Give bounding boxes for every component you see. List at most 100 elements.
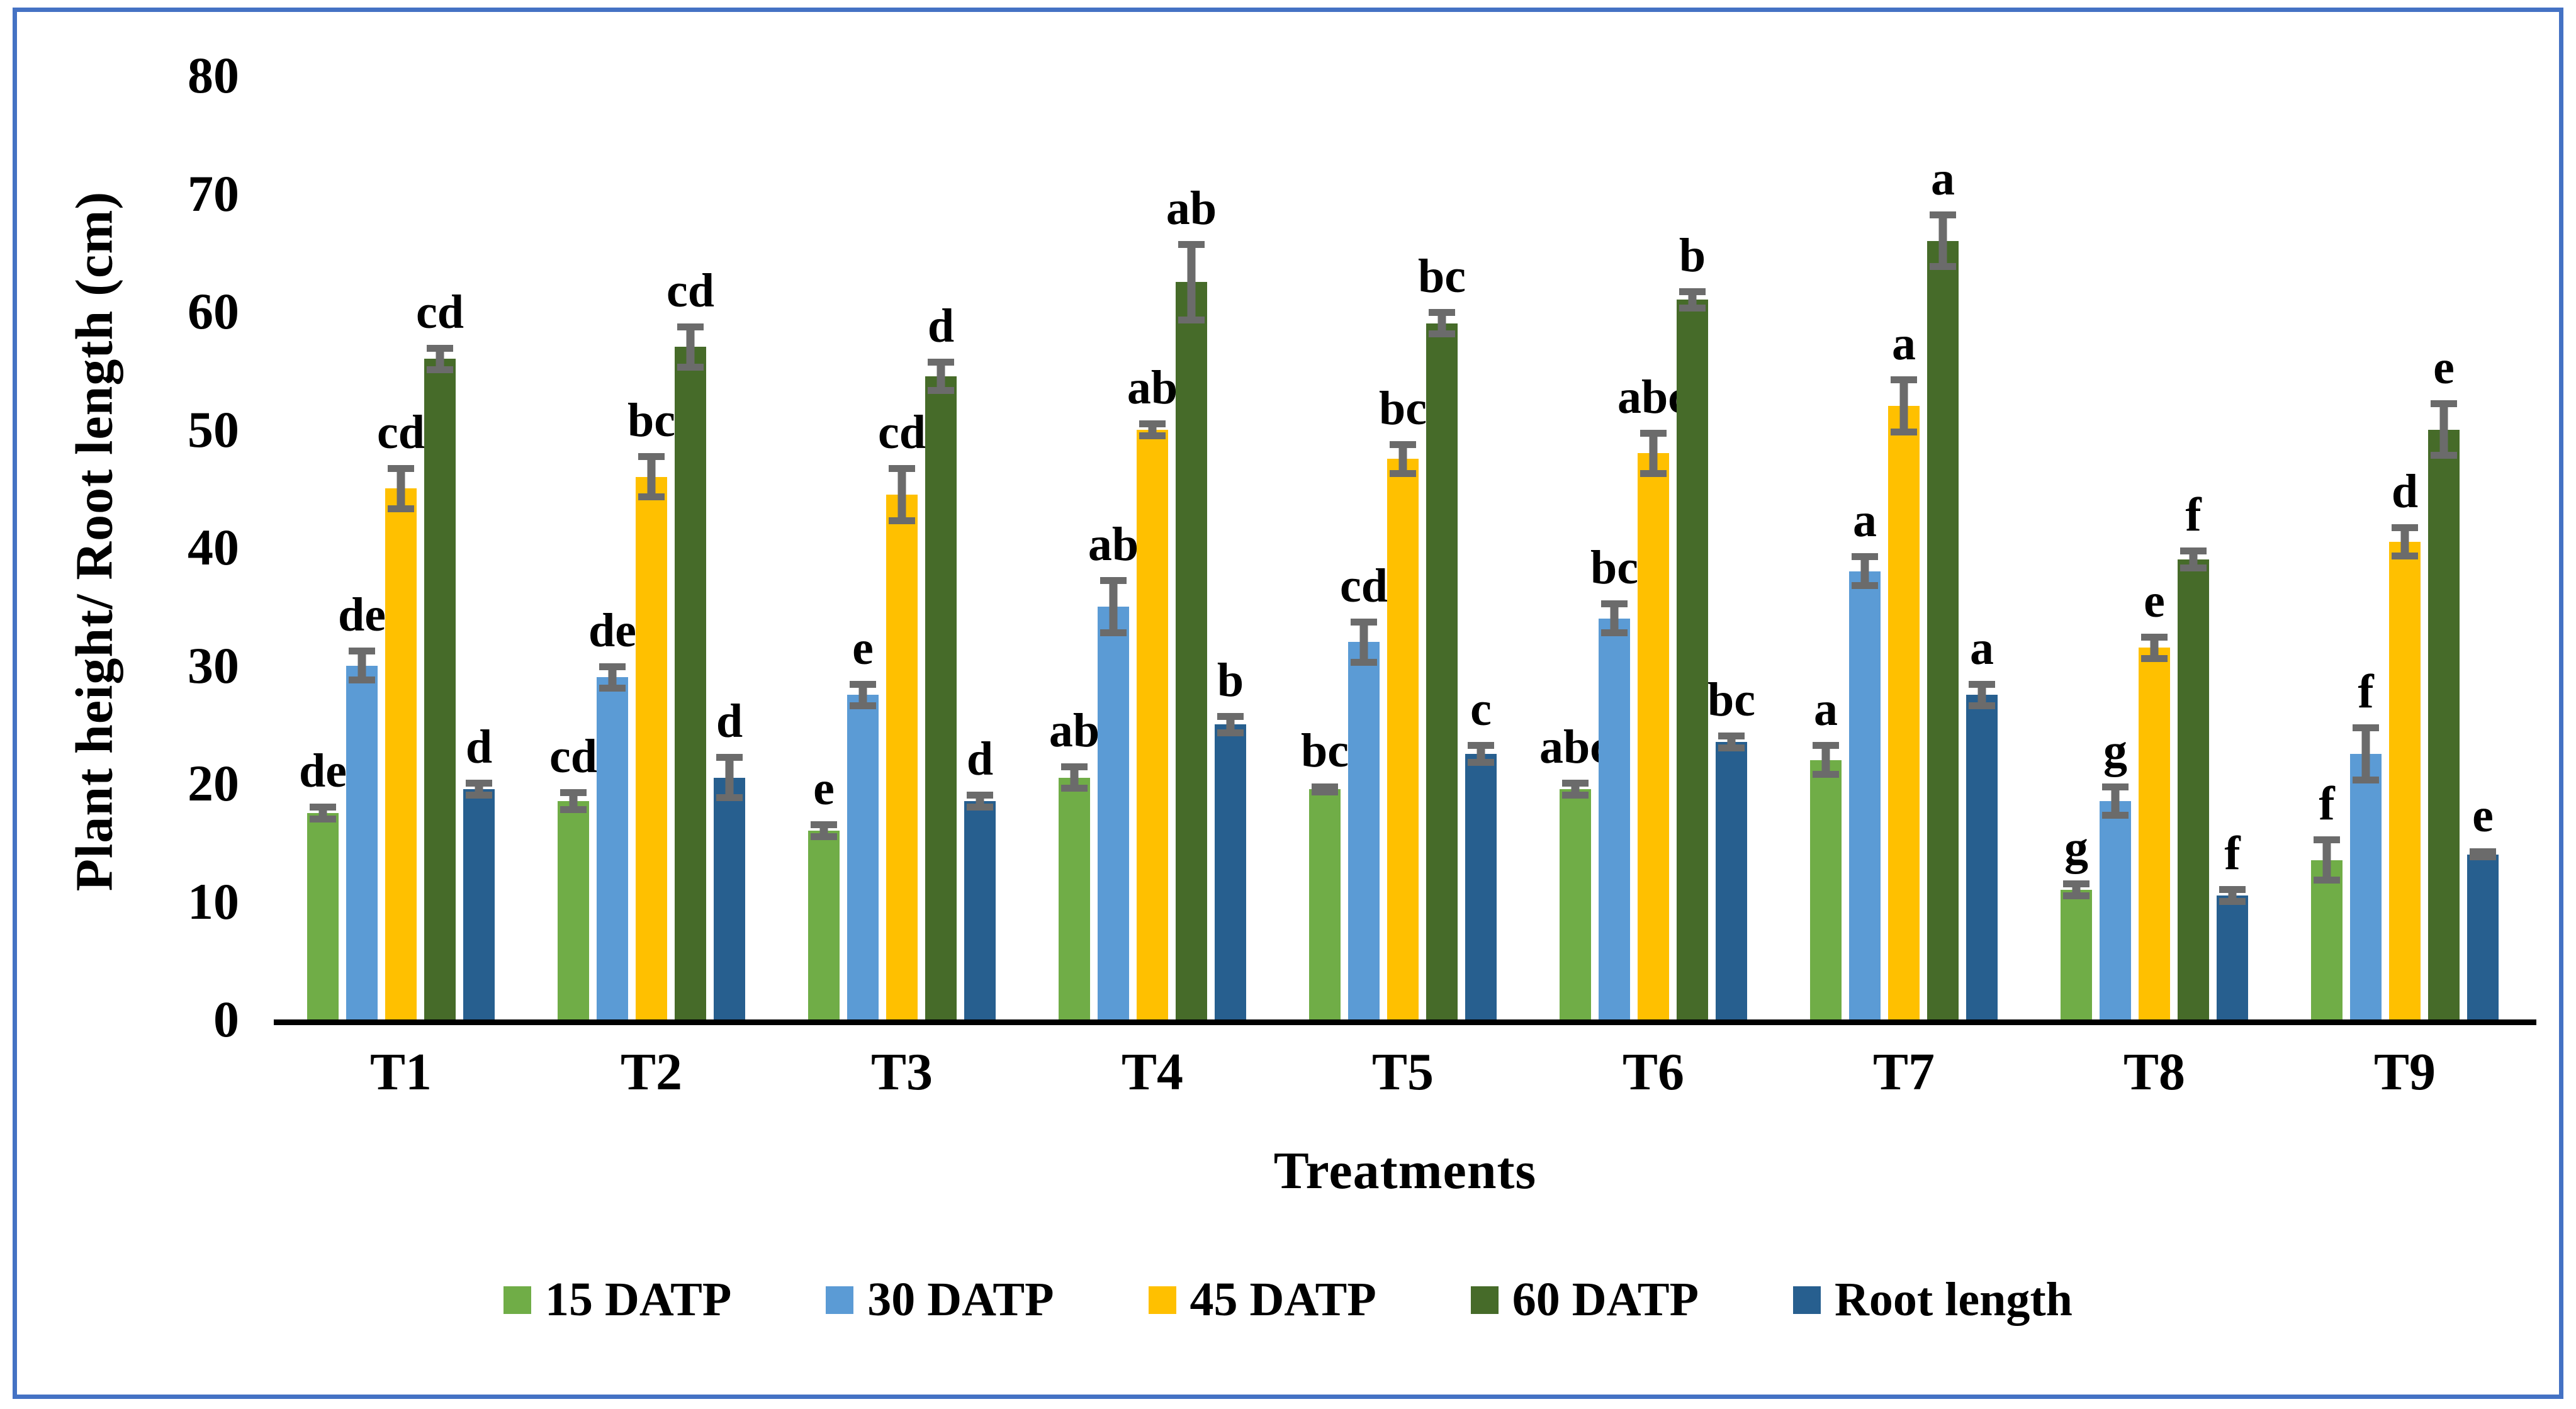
error-bar-cap	[2392, 552, 2418, 559]
error-bar	[1429, 309, 1455, 338]
error-bar-cap	[1562, 792, 1589, 799]
error-bar-cap	[1852, 553, 1878, 561]
bar-slot: bc	[1418, 76, 1466, 1019]
error-bar-cap	[716, 794, 743, 802]
error-bar-cap	[1312, 788, 1338, 795]
error-bar	[1852, 553, 1878, 589]
significance-letter: bc	[1418, 250, 1466, 303]
error-bar-stem	[1610, 600, 1619, 636]
bar	[847, 695, 879, 1019]
bar-slot: f	[2311, 76, 2343, 1019]
significance-letter: d	[2391, 464, 2419, 518]
significance-letter: bc	[1301, 724, 1349, 777]
error-bar	[1468, 742, 1494, 766]
legend-item: 15 DATP	[503, 1272, 731, 1327]
error-bar-cap	[2314, 877, 2340, 884]
significance-letter: cd	[377, 405, 425, 459]
error-bar	[677, 323, 704, 371]
error-bar	[2102, 783, 2129, 819]
error-bar-stem	[686, 323, 695, 371]
significance-letter: f	[2224, 827, 2241, 880]
bar-group: abc bc abc b bc	[1539, 76, 1755, 1019]
y-tick-label: 70	[188, 164, 239, 222]
significance-letter: e	[2472, 789, 2494, 843]
bar	[1176, 282, 1207, 1019]
bar-slot: b	[1215, 76, 1246, 1019]
error-bar-cap	[967, 804, 993, 811]
error-bar-stem	[2439, 400, 2448, 459]
bar	[808, 831, 840, 1019]
legend-label: 60 DATP	[1512, 1273, 1699, 1326]
legend-label: Root length	[1835, 1273, 2073, 1326]
bar	[1426, 323, 1458, 1019]
error-bar-cap	[850, 680, 876, 688]
bar-slot: a	[1966, 76, 1998, 1019]
y-tick-label: 0	[213, 991, 239, 1048]
error-bar-cap	[388, 505, 414, 512]
error-bar-cap	[1468, 758, 1494, 766]
error-bar-cap	[1969, 702, 1995, 709]
error-bar-cap	[638, 453, 665, 460]
bar-slot: d	[714, 76, 745, 1019]
bar	[886, 494, 918, 1019]
error-bar-cap	[1178, 240, 1205, 248]
error-bar-cap	[1468, 742, 1494, 749]
bar	[346, 665, 378, 1019]
bar	[1638, 453, 1669, 1019]
bar-slot: d	[925, 76, 957, 1019]
error-bar	[2314, 836, 2340, 884]
error-bar-cap	[1351, 618, 1377, 626]
bar	[1716, 742, 1747, 1019]
bar	[1137, 429, 1168, 1019]
error-bar-stem	[2400, 524, 2409, 559]
error-bar	[889, 464, 915, 524]
significance-letter: de	[588, 603, 636, 657]
error-bar-cap	[349, 676, 375, 683]
error-bar	[1217, 712, 1244, 736]
error-bar-cap	[1217, 729, 1244, 736]
bar-slot: f	[2178, 76, 2209, 1019]
bar-slot: de	[588, 76, 636, 1019]
bar	[1677, 300, 1708, 1019]
bar-slot: ab	[1166, 76, 1217, 1019]
legend-label: 15 DATP	[545, 1273, 732, 1326]
error-bar-stem	[1860, 553, 1869, 589]
significance-letter: ab	[1166, 181, 1217, 235]
bar-slot: g	[2100, 76, 2131, 1019]
significance-letter: de	[299, 744, 347, 797]
error-bar	[1813, 742, 1839, 778]
bar-slot: cd	[878, 76, 926, 1019]
x-tick-label: T6	[1622, 1043, 1685, 1101]
bar-slot: f	[2217, 76, 2248, 1019]
bar	[307, 812, 339, 1019]
legend-item: 60 DATP	[1470, 1272, 1699, 1327]
error-bar-cap	[811, 833, 837, 840]
bar-slot: bc	[1590, 76, 1638, 1019]
significance-letter: g	[2064, 821, 2088, 874]
significance-letter: ab	[1049, 704, 1100, 758]
error-bar-cap	[1139, 432, 1166, 439]
bar-slot: cd	[666, 76, 714, 1019]
bar	[385, 488, 417, 1019]
error-bar-cap	[1061, 785, 1088, 792]
bar	[1387, 459, 1419, 1019]
error-bar	[1562, 780, 1589, 799]
error-bar-cap	[2314, 836, 2340, 844]
error-bar-stem	[1359, 618, 1368, 666]
significance-letter: b	[1217, 653, 1244, 707]
error-bar-stem	[1187, 240, 1196, 323]
bar-slot: ab	[1049, 76, 1100, 1019]
error-bar-cap	[1429, 330, 1455, 338]
bar-slot: d	[964, 76, 996, 1019]
legend-swatch	[1793, 1286, 1821, 1314]
bar	[1465, 754, 1497, 1019]
legend-swatch	[1470, 1286, 1499, 1314]
error-bar-cap	[2063, 892, 2089, 899]
bar	[2178, 559, 2209, 1019]
error-bar	[967, 792, 993, 811]
significance-letter: f	[2358, 665, 2374, 719]
bar	[925, 376, 957, 1019]
error-bar	[2141, 633, 2168, 662]
bar	[1810, 760, 1842, 1019]
significance-letter: a	[1970, 621, 1994, 675]
